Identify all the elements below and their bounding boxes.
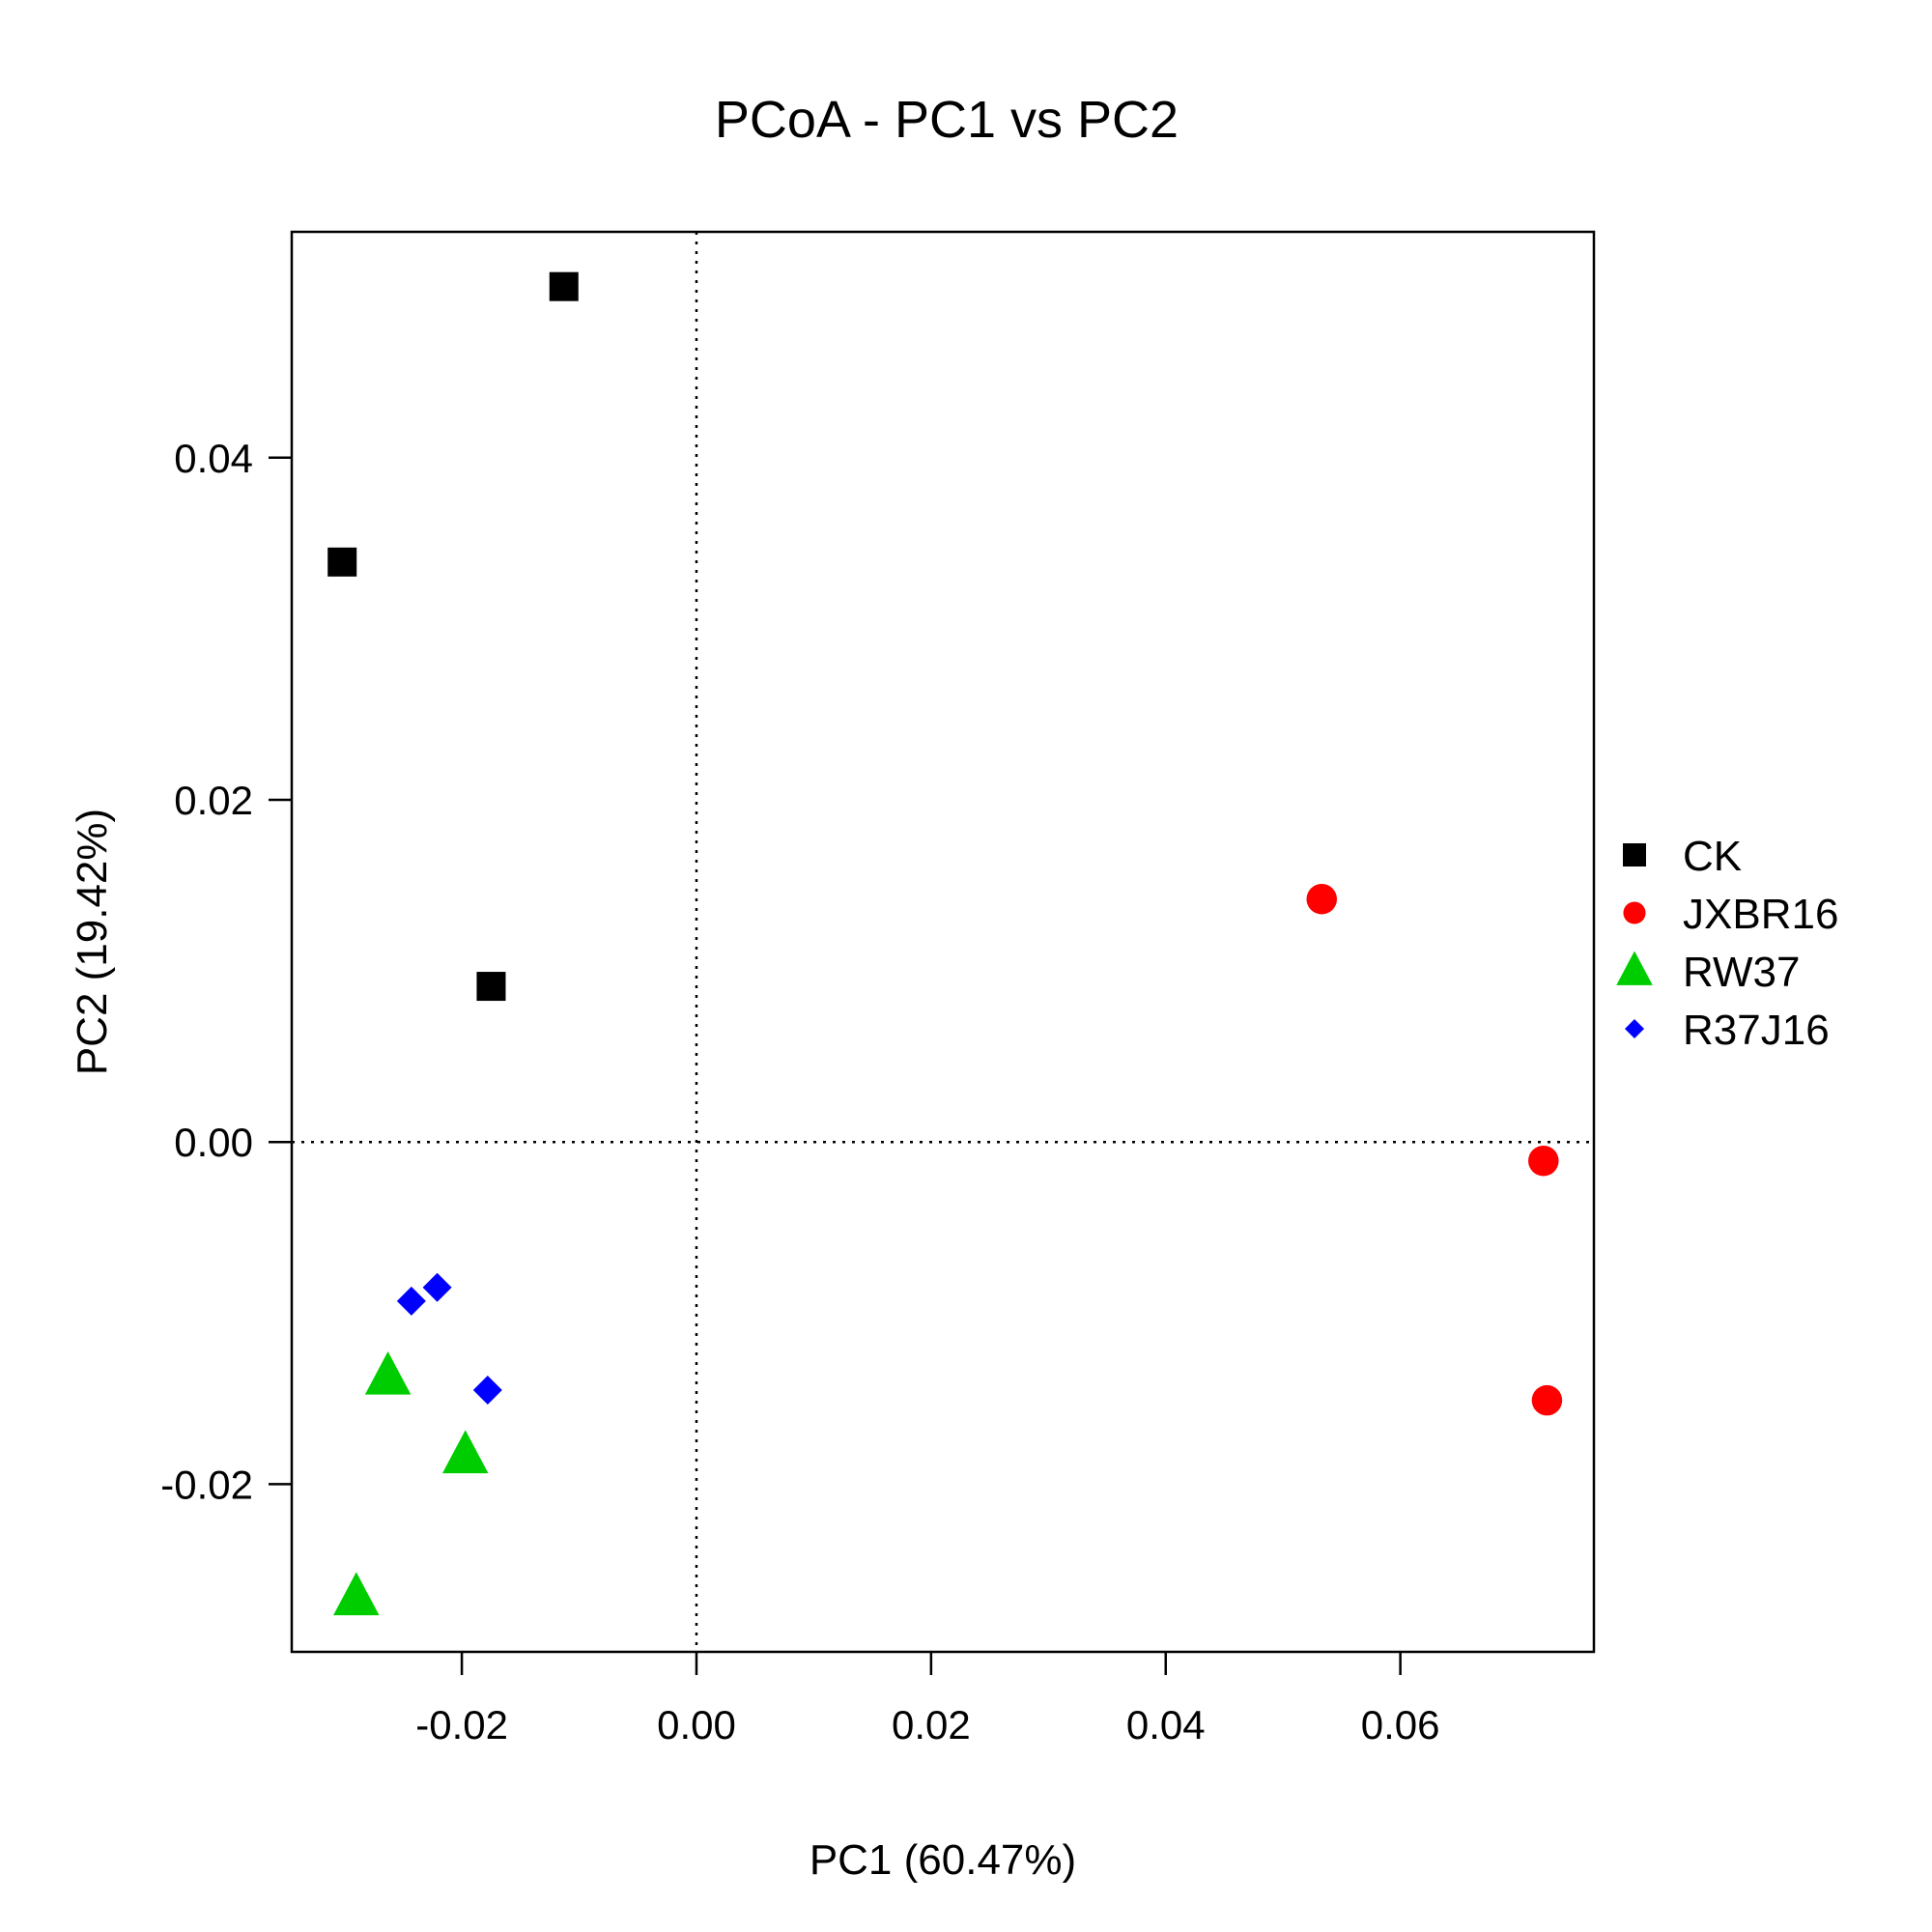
legend-marker [1616,951,1653,985]
legend-label: RW37 [1683,949,1800,996]
legend-marker [1625,1019,1644,1038]
x-tick-label: 0.02 [892,1702,971,1747]
legend-label: CK [1683,833,1742,880]
series-rw37 [333,1350,489,1616]
point-ck [549,271,579,301]
legend-item-ck: CK [1623,833,1742,880]
legend-label: R37J16 [1683,1007,1830,1054]
point-jxbr16 [1531,1384,1563,1416]
y-tick-label: 0.00 [174,1120,253,1165]
legend-item-jxbr16: JXBR16 [1623,891,1838,938]
legend-item-rw37: RW37 [1616,949,1800,996]
chart-title: PCoA - PC1 vs PC2 [715,91,1179,149]
point-ck [327,547,357,577]
x-tick-label: 0.06 [1361,1702,1440,1747]
reference-lines [292,232,1594,1652]
point-r37j16 [472,1376,502,1406]
point-rw37 [441,1430,489,1474]
legend: CK JXBR16 RW37 R37J16 [1616,833,1838,1054]
plot-frame [290,230,1596,1654]
series-jxbr16 [1306,883,1563,1416]
series-r37j16 [396,1272,502,1406]
point-r37j16 [396,1286,426,1316]
x-tick-label: -0.02 [415,1702,508,1747]
y-tick-label: 0.02 [174,778,253,823]
point-rw37 [364,1350,412,1395]
point-jxbr16 [1306,883,1338,915]
legend-label: JXBR16 [1683,891,1838,938]
y-tick-label: -0.02 [160,1462,253,1507]
legend-marker [1623,843,1646,867]
point-ck [476,972,506,1002]
x-axis: -0.02 0.00 0.02 0.04 0.06 [415,1652,1439,1747]
point-rw37 [333,1572,380,1616]
data-points [327,271,1563,1616]
y-tick-label: 0.04 [174,436,253,481]
legend-item-r37j16: R37J16 [1625,1007,1830,1054]
x-tick-label: 0.04 [1126,1702,1206,1747]
legend-marker [1623,901,1646,924]
y-axis: -0.02 0.00 0.02 0.04 [160,436,292,1507]
point-r37j16 [422,1272,452,1302]
point-jxbr16 [1528,1145,1559,1177]
series-ck [327,271,579,1002]
x-axis-label: PC1 (60.47%) [810,1836,1076,1884]
x-tick-label: 0.00 [657,1702,736,1747]
y-axis-label: PC2 (19.42%) [69,809,116,1075]
